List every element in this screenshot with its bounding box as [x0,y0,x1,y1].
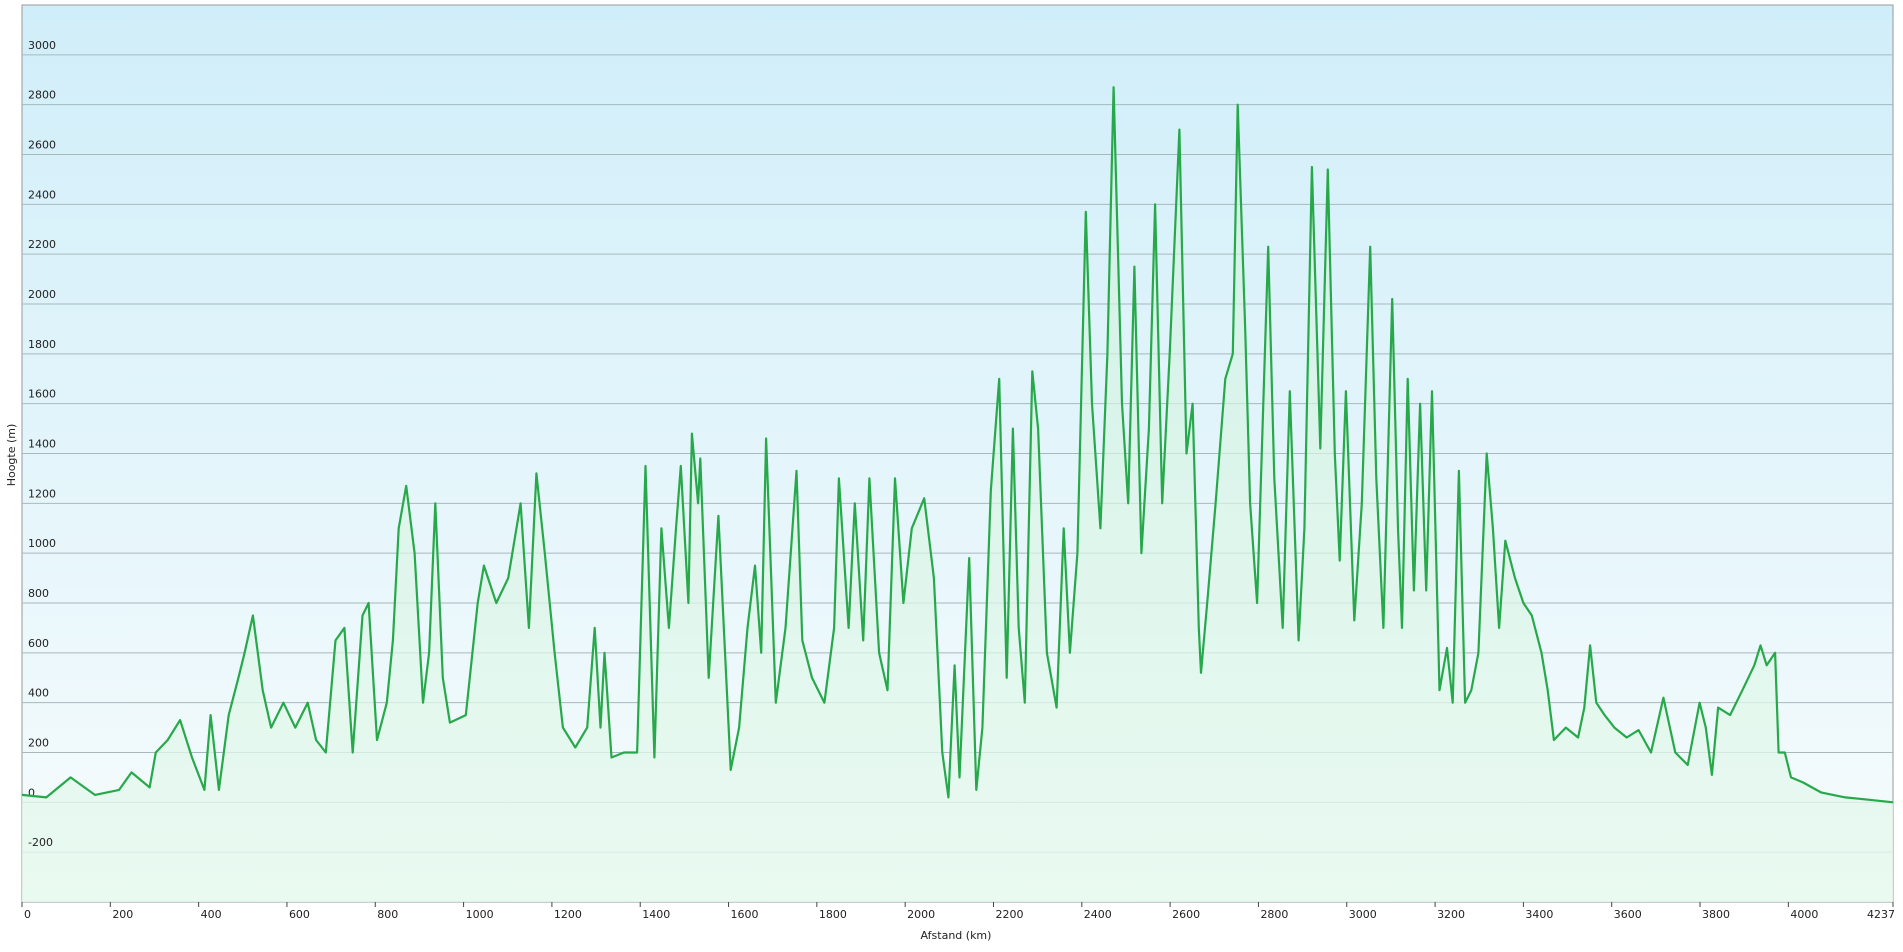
y-tick-label: 200 [28,737,49,750]
x-tick-label: 2400 [1084,908,1112,921]
x-tick-label: 4237 [1867,908,1895,921]
x-tick-label: 2000 [907,908,935,921]
x-tick-label: 3200 [1437,908,1465,921]
y-tick-label: 1800 [28,338,56,351]
x-tick-label: 3800 [1702,908,1730,921]
x-tick-label: 2600 [1172,908,1200,921]
x-tick-label: 400 [201,908,222,921]
x-tick-label: 2800 [1260,908,1288,921]
y-tick-label: -200 [28,836,53,849]
y-tick-label: 2200 [28,238,56,251]
y-tick-label: 800 [28,587,49,600]
y-tick-label: 1000 [28,537,56,550]
y-tick-label: 2400 [28,188,56,201]
y-tick-label: 400 [28,687,49,700]
x-axis-title: Afstand (km) [921,929,992,942]
y-tick-label: 1600 [28,388,56,401]
x-tick-label: 1000 [466,908,494,921]
x-tick-label: 200 [112,908,133,921]
x-tick-label: 3600 [1614,908,1642,921]
y-tick-label: 600 [28,637,49,650]
x-tick-label: 2200 [995,908,1023,921]
x-tick-label: 1800 [819,908,847,921]
x-tick-label: 3400 [1525,908,1553,921]
y-tick-label: 2800 [28,89,56,102]
elevation-line [21,86,1894,804]
x-tick-label: 800 [377,908,398,921]
y-tick-label: 1400 [28,438,56,451]
x-tick-label: 1400 [642,908,670,921]
y-axis-title: Hoogte (m) [5,424,18,487]
y-tick-label: 3000 [28,39,56,52]
y-tick-label: 0 [28,786,35,799]
y-tick-label: 2000 [28,288,56,301]
y-tick-label: 1200 [28,487,56,500]
x-tick-label: 4000 [1790,908,1818,921]
x-tick-label: 600 [289,908,310,921]
x-tick-label: 1600 [731,908,759,921]
x-tick-label: 1200 [554,908,582,921]
x-tick-label: 3000 [1349,908,1377,921]
area-fill [22,87,1893,902]
y-tick-label: 2600 [28,139,56,152]
x-tick-label: 0 [24,908,31,921]
